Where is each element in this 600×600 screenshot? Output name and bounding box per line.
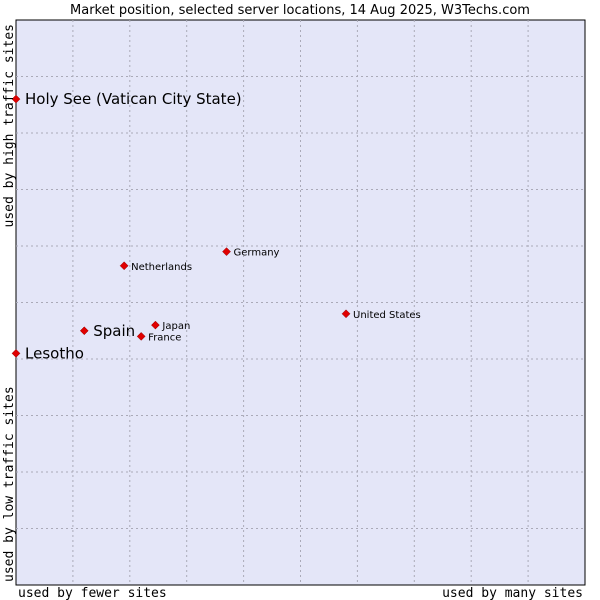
data-point-marker	[222, 247, 231, 257]
x-axis-label-low: used by fewer sites	[18, 586, 167, 600]
data-point: Netherlands	[119, 261, 192, 273]
data-point: United States	[341, 309, 421, 321]
data-point-label: Lesotho	[25, 344, 84, 362]
data-point-marker	[11, 348, 21, 358]
gridlines	[16, 20, 585, 585]
x-axis-label-high: used by many sites	[442, 586, 583, 600]
data-point-label: United States	[353, 310, 421, 321]
chart-title: Market position, selected server locatio…	[70, 3, 530, 18]
data-point-marker	[151, 320, 160, 330]
data-point: Japan	[151, 320, 190, 332]
y-axis-label-low: used by low traffic sites	[2, 386, 17, 582]
data-point-marker	[341, 309, 351, 319]
data-point-marker	[136, 332, 146, 341]
data-point-marker	[79, 326, 89, 336]
data-point-label: Holy See (Vatican City State)	[25, 90, 242, 108]
data-point-label: Netherlands	[131, 262, 192, 273]
data-point: France	[136, 332, 181, 343]
data-point-marker	[11, 94, 21, 104]
data-points: Holy See (Vatican City State) Germany Neth…	[11, 90, 421, 362]
data-point-label: Spain	[93, 322, 135, 340]
data-point: Germany	[222, 247, 280, 259]
data-point-label: Germany	[234, 248, 280, 259]
data-point-label: France	[148, 332, 181, 343]
y-axis-label-high: used by high traffic sites	[2, 24, 17, 228]
data-point: Spain	[79, 322, 135, 340]
data-point-marker	[119, 261, 129, 271]
data-point: Lesotho	[11, 344, 84, 362]
data-point: Holy See (Vatican City State)	[11, 90, 242, 108]
data-point-label: Japan	[161, 321, 190, 332]
